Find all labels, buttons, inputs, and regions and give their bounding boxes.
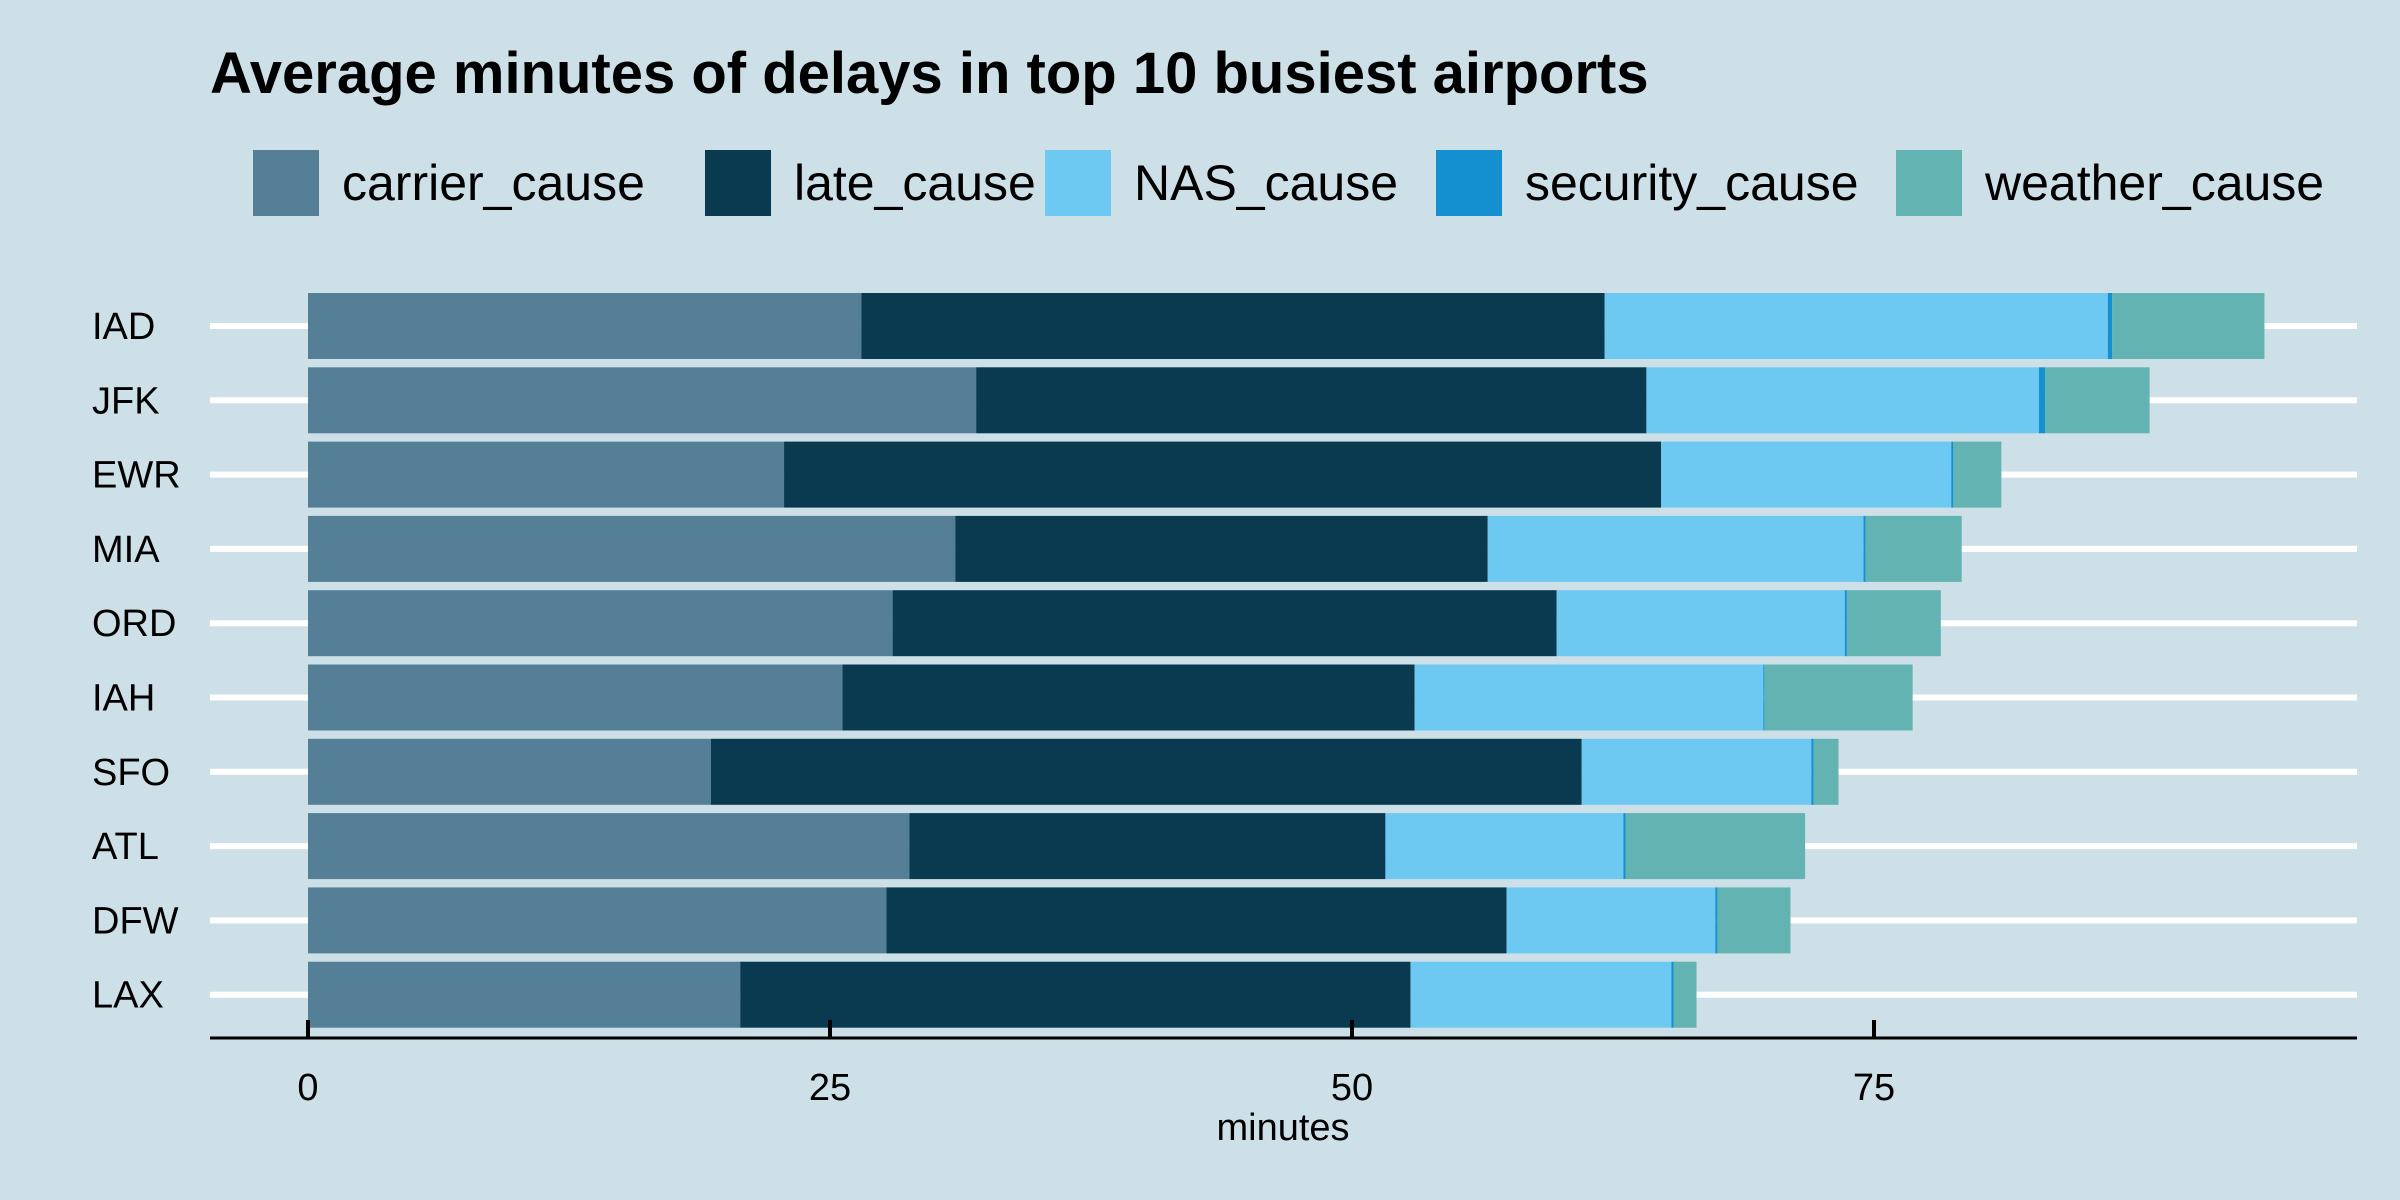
bar-sfo-carrier-cause — [308, 738, 711, 805]
category-label-sfo: SFO — [92, 752, 170, 794]
bar-atl-security-cause — [1623, 813, 1626, 880]
bar-iah-weather-cause — [1764, 664, 1913, 731]
bar-iah-late-cause — [842, 664, 1415, 731]
bar-iah-security-cause — [1763, 664, 1765, 731]
bar-ewr-carrier-cause — [308, 441, 785, 508]
x-tick-label-0: 0 — [297, 1067, 318, 1109]
bar-ord-carrier-cause — [308, 590, 893, 657]
bar-ewr-weather-cause — [1953, 441, 2002, 508]
bar-mia-late-cause — [955, 515, 1488, 582]
category-label-lax: LAX — [92, 975, 164, 1017]
x-tick-label-25: 25 — [809, 1067, 851, 1109]
legend-key-carrier-cause — [253, 150, 319, 216]
bar-jfk-carrier-cause — [308, 367, 977, 434]
bar-atl-nas-cause — [1385, 813, 1624, 880]
bar-sfo-weather-cause — [1813, 738, 1839, 805]
bar-sfo-nas-cause — [1581, 738, 1812, 805]
chart-title: Average minutes of delays in top 10 busi… — [210, 41, 1649, 106]
bar-ord-weather-cause — [1846, 590, 1941, 657]
bar-dfw-security-cause — [1715, 887, 1718, 954]
x-axis-title: minutes — [1216, 1107, 1349, 1149]
bar-jfk-weather-cause — [2045, 367, 2150, 434]
category-label-iah: IAH — [92, 678, 155, 720]
bar-dfw-weather-cause — [1717, 887, 1791, 954]
bar-ord-nas-cause — [1556, 590, 1845, 657]
legend-label-late-cause: late_cause — [794, 155, 1036, 211]
bar-iad-nas-cause — [1604, 293, 2108, 359]
bar-lax-carrier-cause — [308, 961, 741, 1028]
bar-ewr-late-cause — [784, 441, 1662, 508]
x-tick-label-75: 75 — [1853, 1067, 1895, 1109]
category-label-ord: ORD — [92, 603, 176, 645]
bar-lax-security-cause — [1671, 961, 1674, 1028]
legend-key-nas-cause — [1045, 150, 1111, 216]
legend-key-weather-cause — [1896, 150, 1962, 216]
bar-ewr-nas-cause — [1661, 441, 1952, 508]
bar-dfw-carrier-cause — [308, 887, 887, 954]
bar-iad-security-cause — [2107, 293, 2113, 359]
legend-label-carrier-cause: carrier_cause — [342, 155, 645, 211]
bar-dfw-nas-cause — [1506, 887, 1716, 954]
bar-lax-nas-cause — [1410, 961, 1672, 1028]
bar-iad-carrier-cause — [308, 293, 862, 359]
bar-iah-nas-cause — [1414, 664, 1764, 731]
category-label-jfk: JFK — [92, 380, 160, 422]
bar-mia-weather-cause — [1865, 515, 1962, 582]
legend-key-security-cause — [1436, 150, 1502, 216]
category-label-iad: IAD — [92, 306, 155, 348]
bar-mia-carrier-cause — [308, 515, 956, 582]
bar-iad-weather-cause — [2112, 293, 2265, 359]
bar-atl-late-cause — [909, 813, 1386, 880]
bar-jfk-late-cause — [976, 367, 1647, 434]
bar-sfo-security-cause — [1811, 738, 1814, 805]
category-label-atl: ATL — [92, 826, 159, 868]
bars — [308, 293, 2265, 1028]
bar-mia-security-cause — [1863, 515, 1866, 582]
bar-jfk-nas-cause — [1646, 367, 2039, 434]
bar-iah-carrier-cause — [308, 664, 843, 731]
x-ticks: 0 25 50 75 — [297, 1020, 1895, 1109]
bar-dfw-late-cause — [886, 887, 1507, 954]
category-label-ewr: EWR — [92, 455, 181, 497]
bar-ewr-security-cause — [1951, 441, 1954, 508]
bar-atl-weather-cause — [1625, 813, 1806, 880]
bar-sfo-late-cause — [710, 738, 1582, 805]
category-labels: IAD JFK EWR MIA ORD IAH SFO ATL DFW LAX — [92, 306, 181, 1017]
legend-label-weather-cause: weather_cause — [1984, 155, 2324, 211]
bar-jfk-security-cause — [2038, 367, 2046, 434]
bar-mia-nas-cause — [1487, 515, 1864, 582]
legend: carrier_cause late_cause NAS_cause security… — [253, 150, 2324, 216]
x-tick-label-50: 50 — [1331, 1067, 1373, 1109]
legend-key-late-cause — [705, 150, 771, 216]
bar-lax-weather-cause — [1673, 961, 1697, 1028]
bar-ord-late-cause — [892, 590, 1557, 657]
legend-label-security-cause: security_cause — [1525, 155, 1859, 211]
bar-ord-security-cause — [1844, 590, 1847, 657]
bar-lax-late-cause — [740, 961, 1411, 1028]
category-label-mia: MIA — [92, 529, 160, 571]
bar-atl-carrier-cause — [308, 813, 910, 880]
bar-iad-late-cause — [861, 293, 1605, 359]
legend-label-nas-cause: NAS_cause — [1134, 155, 1398, 211]
category-label-dfw: DFW — [92, 900, 179, 942]
